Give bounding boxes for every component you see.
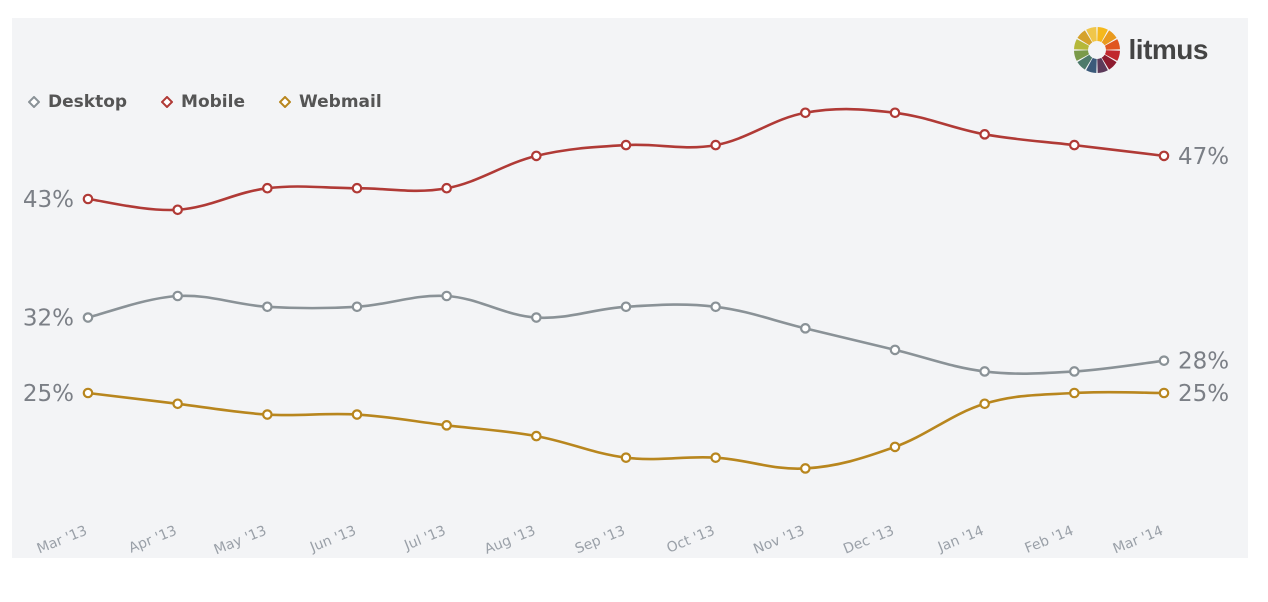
data-point-mobile xyxy=(1069,139,1080,151)
x-tick-label: Jun '13 xyxy=(307,523,358,556)
data-point-mobile xyxy=(351,182,363,194)
data-point-desktop xyxy=(262,301,273,313)
data-point-desktop xyxy=(172,290,183,302)
start-label-desktop: 32% xyxy=(23,306,74,332)
logo-segment xyxy=(1073,39,1089,50)
data-point-desktop xyxy=(620,301,632,313)
data-point-desktop xyxy=(1069,366,1080,377)
logo-segment xyxy=(1101,30,1117,46)
x-tick-label: Oct '13 xyxy=(665,523,718,557)
data-point-mobile xyxy=(889,107,901,119)
legend-marker-desktop xyxy=(28,96,40,108)
data-point-desktop xyxy=(979,366,990,377)
data-point-webmail xyxy=(351,409,363,420)
data-point-webmail xyxy=(82,387,94,399)
x-tick-label: Jul '13 xyxy=(401,523,448,554)
start-label-mobile: 43% xyxy=(23,187,74,213)
data-point-webmail xyxy=(172,398,183,410)
legend-marker-mobile xyxy=(161,96,174,108)
end-label-webmail: 25% xyxy=(1178,381,1229,407)
data-point-mobile xyxy=(82,193,94,205)
data-point-mobile xyxy=(1158,150,1170,162)
x-tick-label: May '13 xyxy=(212,523,269,558)
data-point-mobile xyxy=(710,139,721,151)
data-point-desktop xyxy=(531,312,542,323)
logo-segment xyxy=(1085,27,1097,43)
x-tick-label: Apr '13 xyxy=(126,523,179,557)
end-label-desktop: 28% xyxy=(1178,349,1229,375)
data-point-webmail xyxy=(979,398,990,410)
data-point-webmail xyxy=(889,441,901,453)
x-tick-label: Jan '14 xyxy=(935,523,986,556)
legend-item-desktop: Desktop xyxy=(28,92,127,112)
data-point-desktop xyxy=(82,312,94,323)
data-point-webmail xyxy=(262,409,273,420)
legend-label-webmail: Webmail xyxy=(299,92,382,112)
x-tick-label: Dec '13 xyxy=(841,523,896,558)
data-point-webmail xyxy=(710,452,721,463)
data-point-desktop xyxy=(889,344,901,356)
logo-segment xyxy=(1096,27,1108,43)
data-point-desktop xyxy=(1158,355,1170,366)
data-point-mobile xyxy=(979,129,990,140)
data-point-mobile xyxy=(441,182,452,194)
logo-segment xyxy=(1096,57,1108,73)
data-point-webmail xyxy=(800,463,811,474)
logo-segment xyxy=(1101,54,1117,70)
data-point-webmail xyxy=(1158,387,1170,399)
legend: Desktop Mobile Webmail xyxy=(28,92,382,112)
logo-segment xyxy=(1104,50,1120,61)
legend-marker-webmail xyxy=(279,96,291,108)
start-label-webmail: 25% xyxy=(23,381,74,407)
x-tick-label: Mar '14 xyxy=(1111,523,1166,558)
logo-segment xyxy=(1104,39,1120,50)
line-chart: 32% 28% 43% 47% 25% 25% Mar '13 Apr '13 May '13 J… xyxy=(23,107,1229,558)
logo-segment xyxy=(1076,54,1092,70)
x-tick-label: Sep '13 xyxy=(573,523,628,558)
x-tick-label: Aug '13 xyxy=(482,523,538,558)
logo-segment xyxy=(1073,50,1089,61)
x-tick-label: Nov '13 xyxy=(751,523,807,558)
data-point-webmail xyxy=(620,452,632,463)
litmus-logo-icon xyxy=(1073,27,1120,73)
chart-area: 32% 28% 43% 47% 25% 25% Mar '13 Apr '13 May '13 J… xyxy=(12,18,1248,558)
logo-segment xyxy=(1076,30,1092,46)
data-point-desktop xyxy=(441,290,452,302)
data-point-mobile xyxy=(620,139,632,151)
data-point-desktop xyxy=(800,323,811,334)
data-point-mobile xyxy=(172,204,183,216)
litmus-logo: litmus xyxy=(1073,26,1209,74)
series-line-mobile xyxy=(86,107,1166,212)
data-point-mobile xyxy=(800,107,811,119)
data-point-desktop xyxy=(710,301,721,313)
data-point-webmail xyxy=(531,430,542,442)
data-point-desktop xyxy=(351,301,363,313)
legend-label-desktop: Desktop xyxy=(48,92,128,112)
x-tick-label: Feb '14 xyxy=(1023,523,1076,557)
legend-item-webmail: Webmail xyxy=(279,92,382,112)
data-point-webmail xyxy=(441,420,452,431)
legend-label-mobile: Mobile xyxy=(181,92,245,112)
x-tick-label: Mar '13 xyxy=(35,523,90,558)
data-point-mobile xyxy=(262,182,273,194)
legend-item-mobile: Mobile xyxy=(161,92,245,112)
data-point-mobile xyxy=(531,150,542,162)
logo-text: litmus xyxy=(1128,34,1209,65)
data-point-webmail xyxy=(1069,387,1080,399)
logo-segment xyxy=(1085,57,1097,73)
end-label-mobile: 47% xyxy=(1178,144,1229,170)
